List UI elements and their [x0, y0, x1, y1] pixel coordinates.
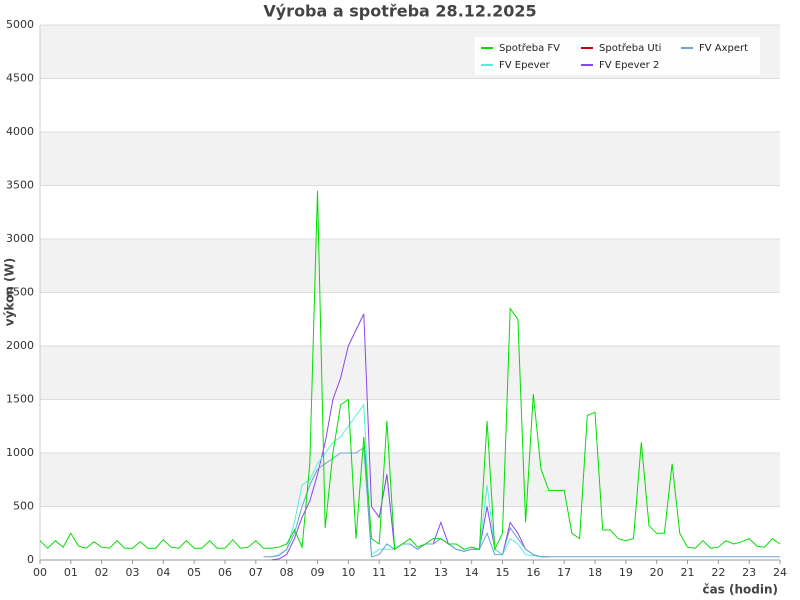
grid-band: [40, 346, 780, 400]
x-tick-label: 05: [187, 566, 201, 579]
y-tick-label: 2500: [6, 286, 34, 299]
x-tick-label: 09: [311, 566, 325, 579]
y-tick-label: 3000: [6, 232, 34, 245]
y-tick-label: 1500: [6, 393, 34, 406]
x-tick-label: 23: [742, 566, 756, 579]
x-tick-label: 04: [156, 566, 170, 579]
grid-band: [40, 453, 780, 507]
x-tick-label: 08: [280, 566, 294, 579]
x-tick-label: 24: [773, 566, 787, 579]
x-tick-label: 21: [681, 566, 695, 579]
legend-label: Spotřeba Uti: [599, 42, 661, 54]
x-tick-label: 18: [588, 566, 602, 579]
x-tick-label: 06: [218, 566, 232, 579]
x-axis-label: čas (hodin): [702, 583, 778, 597]
y-tick-label: 0: [27, 553, 34, 566]
x-tick-label: 02: [95, 566, 109, 579]
chart-title: Výroba a spotřeba 28.12.2025: [263, 2, 536, 21]
y-tick-label: 1000: [6, 446, 34, 459]
legend-label: FV Epever: [499, 60, 551, 71]
x-tick-label: 20: [650, 566, 664, 579]
x-tick-label: 16: [526, 566, 540, 579]
x-tick-label: 03: [126, 566, 140, 579]
y-axis-label: výkon (W): [3, 258, 17, 326]
x-tick-label: 12: [403, 566, 417, 579]
x-tick-label: 22: [711, 566, 725, 579]
x-tick-label: 01: [64, 566, 78, 579]
legend-box: [475, 37, 760, 75]
y-tick-label: 5000: [6, 18, 34, 31]
plot-area: [40, 24, 780, 561]
legend-label: Spotřeba FV: [499, 42, 560, 54]
grid-band: [40, 239, 780, 293]
series-line: [39, 190, 781, 552]
series-line: [263, 446, 780, 558]
legend-label: FV Epever 2: [599, 60, 659, 71]
x-tick-label: 07: [249, 566, 263, 579]
y-tick-label: 500: [13, 500, 34, 513]
y-tick-label: 4000: [6, 125, 34, 138]
x-tick-label: 19: [619, 566, 633, 579]
x-tick-label: 17: [557, 566, 571, 579]
y-tick-label: 2000: [6, 339, 34, 352]
y-tick-label: 3500: [6, 179, 34, 192]
x-tick-label: 11: [372, 566, 386, 579]
x-tick-label: 14: [465, 566, 479, 579]
y-tick-label: 4500: [6, 72, 34, 85]
x-tick-label: 00: [33, 566, 47, 579]
x-tick-label: 10: [341, 566, 355, 579]
legend-label: FV Axpert: [699, 43, 748, 54]
grid-band: [40, 132, 780, 186]
x-tick-label: 13: [434, 566, 448, 579]
x-tick-label: 15: [496, 566, 510, 579]
